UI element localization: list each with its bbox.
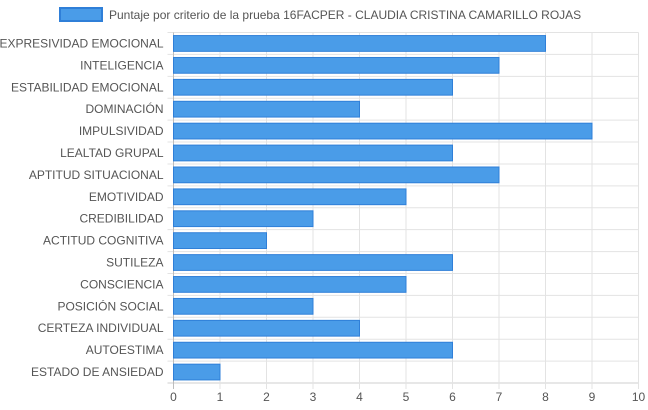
x-tick-label: 4 (356, 390, 363, 404)
x-tick-label: 9 (589, 390, 596, 404)
category-label: ESTABILIDAD EMOCIONAL (11, 80, 164, 94)
bar[interactable] (173, 78, 453, 96)
x-tick-label: 8 (542, 390, 549, 404)
x-tick-label: 3 (310, 390, 317, 404)
bar[interactable] (173, 276, 407, 293)
bar[interactable] (173, 232, 267, 249)
category-label: LEALTAD GRUPAL (60, 146, 164, 160)
x-tick-label: 10 (632, 390, 646, 404)
category-label: ACTITUD COGNITIVA (43, 234, 163, 248)
bar[interactable] (173, 122, 593, 140)
bar[interactable] (173, 56, 500, 74)
category-labels: EXPRESIVIDAD EMOCIONAL INTELIGENCIA ESTABI… (0, 36, 164, 379)
x-axis-ticks: 0 1 2 3 4 5 6 7 8 9 10 (170, 390, 645, 404)
x-tick-label: 5 (403, 390, 410, 404)
bar[interactable] (173, 341, 453, 359)
category-label: SUTILEZA (106, 256, 163, 270)
bar[interactable] (173, 144, 453, 162)
category-label: CREDIBILIDAD (79, 212, 163, 226)
bar[interactable] (173, 363, 221, 381)
bar[interactable] (173, 188, 407, 206)
category-label: AUTOESTIMA (86, 343, 164, 357)
bar[interactable] (173, 297, 314, 315)
bar[interactable] (173, 35, 546, 52)
x-tick-label: 0 (170, 390, 177, 404)
legend-label: Puntaje por criterio de la prueba 16FACP… (109, 8, 581, 22)
bar[interactable] (173, 166, 500, 184)
category-label: CERTEZA INDIVIDUAL (38, 321, 164, 335)
x-tick-label: 1 (217, 390, 224, 404)
legend-swatch (59, 7, 103, 22)
category-label: DOMINACIÓN (86, 101, 164, 116)
bar[interactable] (173, 100, 360, 118)
x-tick-label: 2 (263, 390, 270, 404)
category-label: INTELIGENCIA (80, 58, 163, 72)
category-label: CONSCIENCIA (80, 277, 163, 291)
category-label: EMOTIVIDAD (89, 190, 164, 204)
bar[interactable] (173, 254, 453, 271)
x-tick-label: 7 (496, 390, 503, 404)
category-label: ESTADO DE ANSIEDAD (31, 365, 164, 379)
bar[interactable] (173, 319, 360, 337)
x-tick-label: 6 (449, 390, 456, 404)
category-label: EXPRESIVIDAD EMOCIONAL (0, 36, 164, 50)
category-label: APTITUD SITUACIONAL (29, 168, 164, 182)
chart-legend[interactable]: Puntaje por criterio de la prueba 16FACP… (59, 7, 581, 22)
category-label: IMPULSIVIDAD (79, 124, 164, 138)
category-label: POSICIÓN SOCIAL (57, 298, 163, 313)
bar[interactable] (173, 210, 314, 228)
bars (173, 35, 593, 381)
